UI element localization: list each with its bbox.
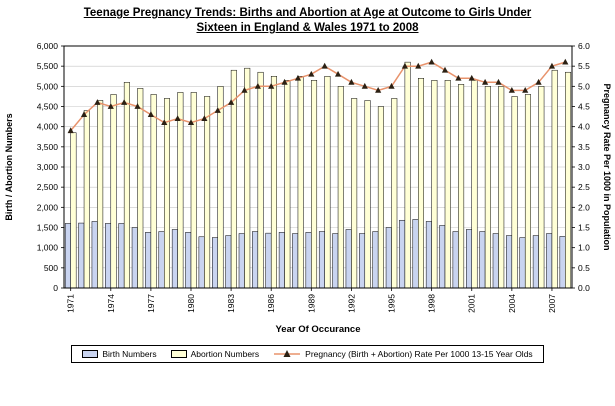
svg-text:3,000: 3,000: [37, 162, 59, 172]
svg-text:1,000: 1,000: [37, 243, 59, 253]
svg-text:1986: 1986: [266, 294, 276, 313]
svg-text:1977: 1977: [146, 294, 156, 313]
svg-text:3.5: 3.5: [578, 142, 590, 152]
svg-text:0.5: 0.5: [578, 263, 590, 273]
legend-item-births: Birth Numbers: [82, 348, 157, 359]
legend-item-rate: Pregnancy (Birth + Abortion) Rate Per 10…: [273, 349, 533, 359]
svg-text:Pregnancy Rate Per 1000 in Pop: Pregnancy Rate Per 1000 in Population: [602, 83, 612, 250]
svg-text:Year Of Occurance: Year Of Occurance: [275, 324, 360, 335]
svg-text:2.0: 2.0: [578, 202, 590, 212]
rate-line-triangle-marker: [273, 349, 301, 359]
birth-swatch: [82, 349, 99, 358]
svg-text:1971: 1971: [66, 294, 76, 313]
svg-text:3,500: 3,500: [37, 142, 59, 152]
svg-text:5.0: 5.0: [578, 81, 590, 91]
legend-label-births: Birth Numbers: [102, 348, 157, 359]
svg-text:Birth / Abortion Numbers: Birth / Abortion Numbers: [4, 113, 14, 220]
chart-legend: Birth Numbers Abortion Numbers Pregnancy…: [71, 344, 544, 363]
svg-text:1,500: 1,500: [37, 222, 59, 232]
svg-text:4.5: 4.5: [578, 101, 590, 111]
svg-text:1992: 1992: [346, 294, 356, 313]
chart-title-line2: Sixteen in England & Wales 1971 to 2008: [196, 21, 419, 34]
legend-item-abortions: Abortion Numbers: [170, 348, 260, 359]
chart-title-line1: Teenage Pregnancy Trends: Births and Abo…: [83, 7, 532, 19]
svg-text:4.0: 4.0: [578, 122, 590, 132]
chart-title: Teenage Pregnancy Trends: Births and Abo…: [0, 6, 615, 36]
pregnancy-trends-chart: 0 500 1,000 1,500 2,000 2,500 3,000 3,500 4,000 4…: [4, 41, 612, 335]
svg-text:2.5: 2.5: [578, 182, 590, 192]
svg-text:0: 0: [53, 283, 58, 293]
svg-text:1974: 1974: [106, 294, 116, 313]
svg-text:5,000: 5,000: [37, 81, 59, 91]
svg-text:500: 500: [44, 263, 58, 273]
svg-text:1983: 1983: [226, 294, 236, 313]
svg-text:3.0: 3.0: [578, 162, 590, 172]
svg-text:2004: 2004: [507, 294, 517, 313]
svg-text:2001: 2001: [467, 294, 477, 313]
legend-label-abortions: Abortion Numbers: [190, 348, 260, 359]
svg-text:6,000: 6,000: [37, 41, 59, 51]
svg-text:4,500: 4,500: [37, 101, 59, 111]
svg-text:1.0: 1.0: [578, 243, 590, 253]
svg-text:1998: 1998: [427, 294, 437, 313]
svg-text:6.0: 6.0: [578, 41, 590, 51]
svg-text:4,000: 4,000: [37, 122, 59, 132]
svg-text:1989: 1989: [306, 294, 316, 313]
svg-text:0.0: 0.0: [578, 283, 590, 293]
svg-text:1995: 1995: [387, 294, 397, 313]
svg-text:1.5: 1.5: [578, 222, 590, 232]
svg-text:5,500: 5,500: [37, 61, 59, 71]
legend-label-rate: Pregnancy (Birth + Abortion) Rate Per 10…: [305, 348, 533, 359]
svg-text:2,500: 2,500: [37, 182, 59, 192]
svg-text:1980: 1980: [186, 294, 196, 313]
svg-text:2,000: 2,000: [37, 202, 59, 212]
svg-text:2007: 2007: [547, 294, 557, 313]
abortion-swatch: [170, 349, 187, 358]
chart-area: 0 500 1,000 1,500 2,000 2,500 3,000 3,500 4,000 4…: [0, 36, 615, 343]
svg-text:5.5: 5.5: [578, 61, 590, 71]
